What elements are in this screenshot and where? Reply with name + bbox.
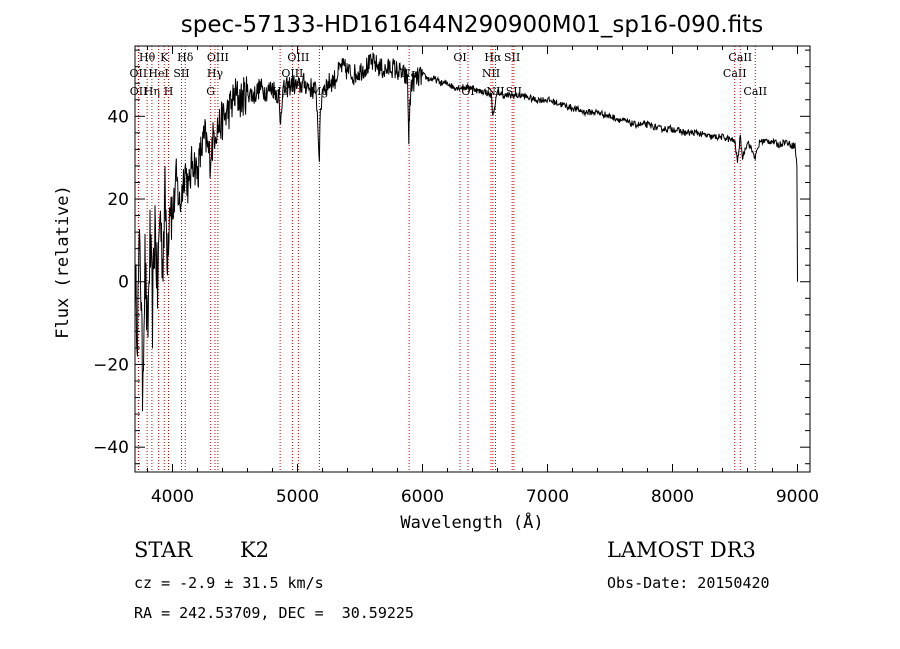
spectral-line-label: OII <box>130 85 148 98</box>
y-tick-label: 0 <box>118 273 129 293</box>
x-tick-label: 9000 <box>776 487 819 507</box>
spectral-line-label: H <box>164 85 174 98</box>
redshift-velocity: cz = -2.9 ± 31.5 km/s <box>134 574 324 592</box>
spectral-line-label: Hδ <box>177 51 194 64</box>
y-axis-label: Flux (relative) <box>53 185 73 339</box>
spectral-line-label: NII <box>482 67 500 80</box>
object-subclass: K2 <box>240 538 270 562</box>
spectral-line-label: SII <box>173 67 189 80</box>
object-class: STAR <box>134 538 193 562</box>
spectral-line-label: Hθ <box>139 51 156 64</box>
coordinates: RA = 242.53709, DEC = 30.59225 <box>134 604 414 622</box>
chart-title: spec-57133-HD161644N290900M01_sp16-090.f… <box>181 12 763 38</box>
spectral-line-label: OIII <box>287 51 309 64</box>
spectral-line-label: Hη <box>144 85 160 98</box>
spectral-line-label: Hα <box>484 51 502 64</box>
y-tick-label: 20 <box>107 190 129 210</box>
y-tick-label: 40 <box>107 107 129 127</box>
y-tick-label: −20 <box>93 355 129 375</box>
spectral-line-label: CaII <box>723 67 747 80</box>
spectral-line-label: G <box>206 85 215 98</box>
spectral-line-label: OI <box>453 51 466 64</box>
survey-name: LAMOST DR3 <box>607 538 756 562</box>
x-tick-label: 8000 <box>651 487 694 507</box>
spectral-line-label: K <box>160 51 169 64</box>
x-tick-label: 6000 <box>401 487 444 507</box>
spectral-line-label: CaII <box>743 85 767 98</box>
observation-date: Obs-Date: 20150420 <box>607 574 770 592</box>
x-tick-label: 7000 <box>526 487 569 507</box>
spectral-line-label: CaII <box>728 51 752 64</box>
y-tick-label: −40 <box>93 438 129 458</box>
spectral-line-label: OIII <box>207 51 229 64</box>
spectral-line-label: HeI <box>148 67 168 80</box>
plot-frame <box>134 45 811 473</box>
spectral-line-label: Hγ <box>207 67 224 80</box>
x-tick-label: 5000 <box>276 487 319 507</box>
spectral-line-label: OIII <box>281 67 303 80</box>
x-tick-label: 4000 <box>151 487 194 507</box>
x-axis-label: Wavelength (Å) <box>400 511 543 533</box>
spectrum-line <box>134 52 798 412</box>
spectral-line-label: SII <box>504 51 520 64</box>
